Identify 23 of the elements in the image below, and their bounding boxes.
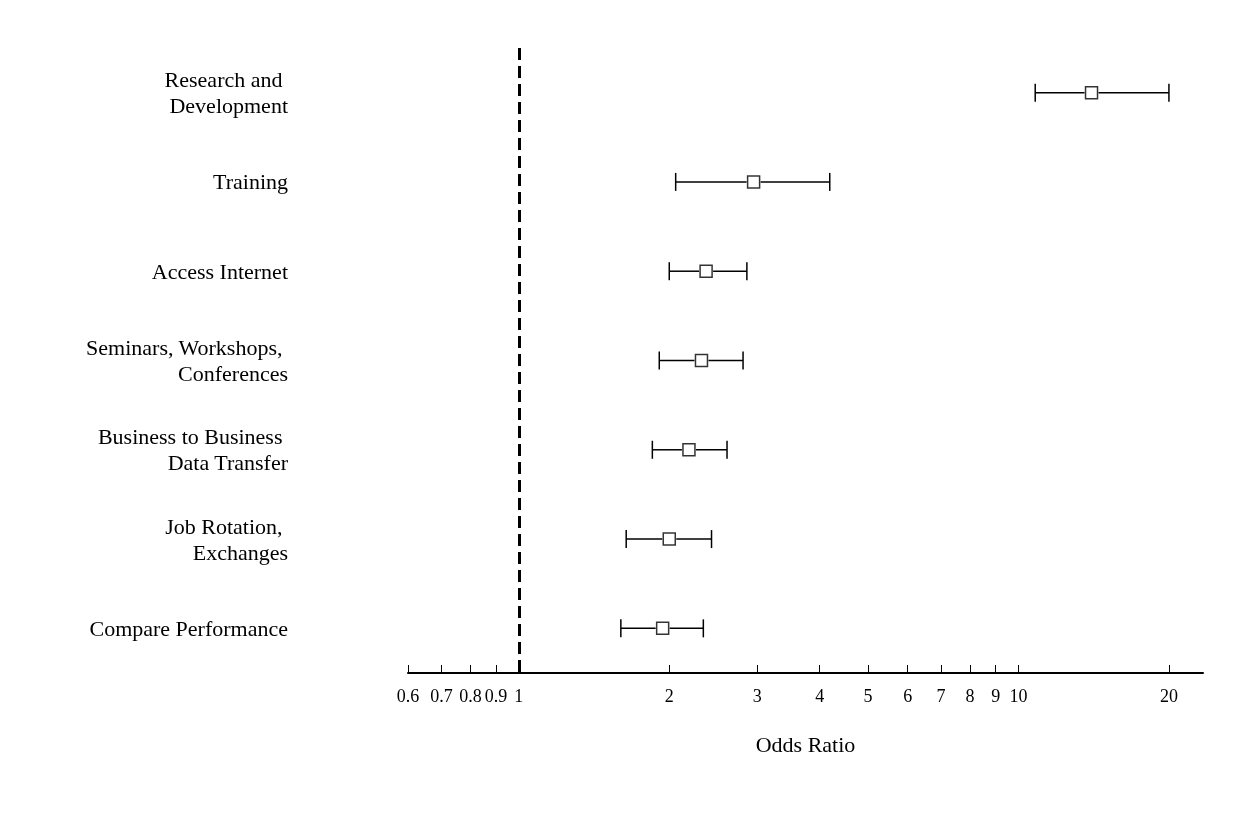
y-tick-label: Training bbox=[213, 169, 288, 195]
x-tick-label: 5 bbox=[863, 686, 873, 706]
x-tick-label: 0.6 bbox=[396, 686, 420, 706]
y-tick-label: Compare Performance bbox=[89, 615, 288, 641]
x-tick-label: 2 bbox=[664, 686, 674, 706]
x-tick-label: 9 bbox=[991, 686, 1001, 706]
x-tick-label: 6 bbox=[903, 686, 913, 706]
y-tick-label: Seminars, Workshops, Conferences bbox=[86, 335, 288, 386]
x-tick-label: 10 bbox=[1009, 686, 1028, 706]
x-tick-label: 0.8 bbox=[459, 686, 482, 706]
x-tick-label: 4 bbox=[815, 686, 825, 706]
x-tick-label: 20 bbox=[1159, 686, 1178, 706]
y-tick-label: Research and Development bbox=[164, 67, 288, 119]
x-tick-label: 8 bbox=[965, 686, 975, 706]
x-axis-title: Odds Ratio bbox=[755, 731, 856, 757]
x-tick-label: 0.9 bbox=[484, 686, 508, 706]
x-tick-label: 0.7 bbox=[430, 686, 453, 706]
y-tick-label: Business to Business Data Transfer bbox=[97, 424, 289, 476]
y-tick-label: Job Rotation, Exchanges bbox=[165, 513, 288, 565]
x-tick-label: 7 bbox=[936, 686, 946, 706]
x-tick-label: 1 bbox=[514, 686, 524, 706]
x-tick-label: 3 bbox=[752, 686, 762, 706]
y-tick-label: Access Internet bbox=[151, 258, 288, 284]
